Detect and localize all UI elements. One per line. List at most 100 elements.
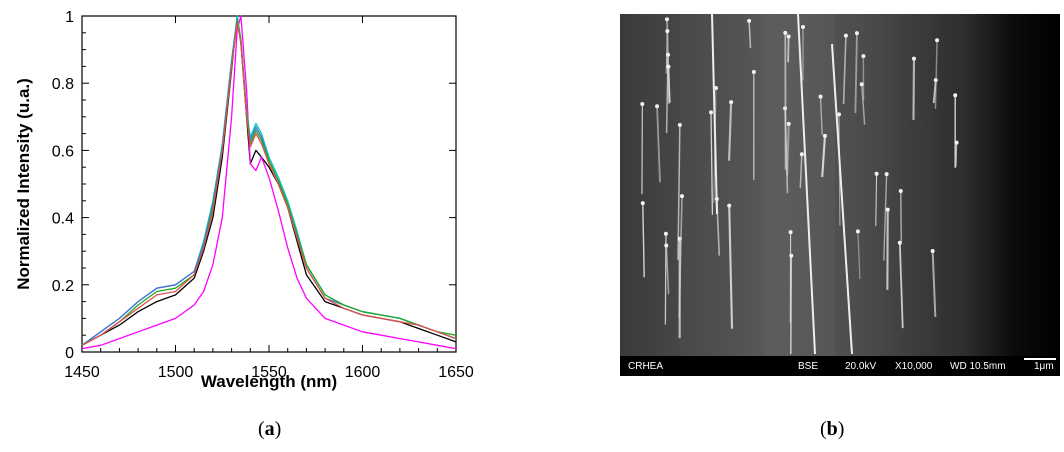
nanowire-tip: [885, 207, 890, 212]
nanowire-tip: [930, 248, 935, 253]
y-tick-label: 0: [65, 345, 74, 362]
nanowire: [821, 135, 826, 178]
nanowire-tip: [822, 133, 827, 138]
nanowire-tip: [859, 82, 864, 87]
nanowire-tip: [786, 34, 791, 39]
nanowire: [931, 250, 937, 317]
scale-bar: [1024, 358, 1056, 360]
nanowire-tip: [709, 110, 714, 115]
sem-wd-label: WD 10.5mm: [950, 361, 1006, 372]
nanowire-tip: [935, 38, 940, 43]
y-tick-label: 1: [65, 9, 74, 26]
nanowire: [787, 36, 790, 63]
nanowire: [860, 84, 866, 125]
nanowire-tip: [788, 230, 793, 235]
sem-micrograph: CRHEA BSE 20.0kV X10,000 WD 10.5mm 1μm: [620, 14, 1060, 376]
nanowire-tip: [874, 171, 879, 176]
nanowire-tip: [854, 31, 859, 36]
nanowire-tip: [663, 231, 668, 236]
nanowire-tip: [640, 101, 645, 106]
nanowire-tip: [861, 54, 866, 59]
nanowire: [854, 33, 858, 113]
nanowire-tip: [729, 100, 734, 105]
nanowire-tip: [789, 253, 794, 258]
nanowire: [883, 174, 888, 261]
nanowire: [748, 20, 752, 49]
series-line-5: [81, 18, 457, 346]
y-tick-label: 0.8: [52, 76, 74, 93]
x-tick-label: 1450: [64, 364, 100, 381]
nanowire: [898, 242, 904, 329]
nanowire: [955, 142, 958, 167]
nanowire-tip: [953, 93, 958, 98]
nanowire-tip: [884, 172, 889, 177]
nanowire: [842, 35, 847, 105]
nanowire-tip: [799, 152, 804, 157]
panel-label-a: (a): [258, 418, 282, 440]
nanowire-tip: [666, 52, 671, 57]
nanowire: [934, 40, 938, 109]
sem-lab-label: CRHEA: [628, 361, 664, 372]
nanowire-tip: [665, 29, 670, 34]
nanowire: [667, 66, 671, 103]
nanowire-long: [797, 14, 816, 355]
series-lines: [81, 15, 457, 350]
nanowire-tip: [954, 140, 959, 145]
nanowire: [728, 205, 734, 329]
nanowire-tip: [843, 33, 848, 38]
sem-mode-label: BSE: [798, 361, 819, 372]
nanowire: [799, 154, 803, 189]
nanowire: [900, 190, 902, 245]
nanowire-tip: [898, 188, 903, 193]
nanowire-tip: [751, 69, 756, 74]
nanowire: [677, 125, 681, 260]
nanowire: [875, 173, 878, 226]
x-axis-label: Wavelength (nm): [201, 372, 337, 391]
axis-ticks: 1450 1500 1550 1600 1650 0 0.2 0.4 0.6 0.8 1: [52, 9, 474, 381]
nanowire-image: [620, 14, 1060, 356]
nanowire: [857, 231, 861, 280]
panel-label-b: (b): [820, 418, 845, 440]
series-line-1: [81, 15, 457, 346]
nanowire-tip: [911, 56, 916, 61]
series-line-2: [81, 15, 457, 350]
sem-magnification-label: X10,000: [895, 361, 933, 372]
x-tick-label: 1650: [438, 364, 474, 381]
nanowire: [665, 245, 670, 295]
x-tick-label: 1550: [251, 364, 287, 381]
nanowire-tip: [664, 243, 669, 248]
nanowire-tip: [727, 203, 732, 208]
nanowire-tip: [747, 18, 752, 23]
nanowire: [728, 102, 733, 161]
panel-label-a-text: a: [264, 418, 275, 440]
panel-label-b-text: b: [826, 418, 838, 440]
nanowire-tip: [783, 30, 788, 35]
nanowire-tip: [836, 112, 841, 117]
series-line-4: [81, 18, 457, 346]
nanowire-tip: [666, 64, 671, 69]
nanowire-tip: [818, 94, 823, 99]
nanowire-tip: [801, 25, 806, 30]
nanowire: [665, 31, 668, 74]
nanowire-tip: [679, 194, 684, 199]
sem-voltage-label: 20.0kV: [845, 361, 877, 372]
nanowire: [789, 255, 793, 355]
nanowire-tip: [655, 104, 660, 109]
sem-info-bar: CRHEA BSE 20.0kV X10,000 WD 10.5mm 1μm: [620, 356, 1060, 376]
nanowire-tip: [855, 229, 860, 234]
y-tick-label: 0.6: [52, 143, 74, 160]
y-tick-label: 0.2: [52, 278, 74, 295]
nanowire: [710, 112, 714, 215]
series-line-3: [81, 15, 457, 346]
y-axis-label: Normalized Intensity (u.a.): [14, 78, 33, 290]
nanowire: [678, 196, 683, 319]
nanowire-tip: [677, 123, 682, 128]
nanowire: [642, 203, 645, 278]
spectrum-chart: 1450 1500 1550 1600 1650 0 0.2 0.4 0.6 0.8 1 Wavel…: [14, 9, 474, 391]
x-tick-label: 1600: [345, 364, 381, 381]
series-line-6: [81, 22, 457, 346]
nanowire-tip: [640, 201, 645, 206]
nanowire-tip: [714, 86, 719, 91]
nanowire-tip: [786, 121, 791, 126]
x-tick-label: 1500: [158, 364, 194, 381]
